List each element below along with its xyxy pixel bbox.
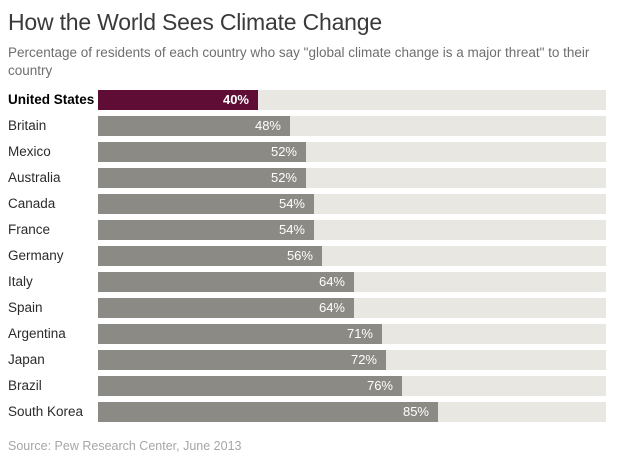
bar-track: 76% [98, 375, 606, 396]
country-label: Australia [8, 169, 61, 185]
chart-row: Mexico 52% [8, 141, 637, 162]
country-label: Britain [8, 117, 47, 133]
chart-row: France 54% [8, 219, 637, 240]
chart-row: Canada 54% [8, 193, 637, 214]
value-label: 71% [346, 325, 373, 341]
chart-row: United States 40% [8, 89, 637, 110]
source-note: Source: Pew Research Center, June 2013 [8, 438, 242, 453]
bar-track: 54% [98, 219, 606, 240]
value-label: 54% [278, 221, 305, 237]
chart-row: Japan 72% [8, 349, 637, 370]
bar: 54% [98, 219, 314, 240]
bar: 48% [98, 115, 290, 136]
bar-track: 72% [98, 349, 606, 370]
bar-track: 40% [98, 89, 606, 110]
value-label: 64% [318, 299, 345, 315]
bar-track: 85% [98, 401, 606, 422]
chart-row: Argentina 71% [8, 323, 637, 344]
bar: 56% [98, 245, 322, 266]
bar: 64% [98, 271, 354, 292]
country-label: South Korea [8, 403, 84, 419]
bar: 40% [98, 89, 258, 110]
bar: 52% [98, 167, 306, 188]
chart-row: Germany 56% [8, 245, 637, 266]
bar-chart-rows: United States 40% Britain 48% Mexico 52% Austr… [8, 89, 637, 422]
chart-row: Britain 48% [8, 115, 637, 136]
bar: 71% [98, 323, 382, 344]
bar: 72% [98, 349, 386, 370]
bar: 85% [98, 401, 438, 422]
bar: 64% [98, 297, 354, 318]
value-label: 85% [402, 403, 429, 419]
country-label: France [8, 221, 51, 237]
value-label: 56% [286, 247, 313, 263]
value-label: 64% [318, 273, 345, 289]
country-label: Brazil [8, 377, 42, 393]
value-label: 52% [270, 169, 297, 185]
value-label: 72% [350, 351, 377, 367]
bar-track: 52% [98, 141, 606, 162]
country-label: Japan [8, 351, 45, 367]
bar-track: 56% [98, 245, 606, 266]
country-label: Argentina [8, 325, 66, 341]
country-label: Spain [8, 299, 43, 315]
chart-row: Italy 64% [8, 271, 637, 292]
chart-row: Spain 64% [8, 297, 637, 318]
bar-track: 64% [98, 271, 606, 292]
country-label: United States [8, 91, 95, 107]
bar: 76% [98, 375, 402, 396]
bar-track: 52% [98, 167, 606, 188]
chart-row: South Korea 85% [8, 401, 637, 422]
country-label: Mexico [8, 143, 51, 159]
bar-track: 71% [98, 323, 606, 344]
country-label: Germany [8, 247, 64, 263]
country-label: Canada [8, 195, 56, 211]
chart-title: How the World Sees Climate Change [8, 9, 382, 35]
chart-row: Brazil 76% [8, 375, 637, 396]
value-label: 52% [270, 143, 297, 159]
bar-track: 54% [98, 193, 606, 214]
bar: 54% [98, 193, 314, 214]
value-label: 48% [254, 117, 281, 133]
value-label: 54% [278, 195, 305, 211]
bar-track: 48% [98, 115, 606, 136]
bar-track: 64% [98, 297, 606, 318]
chart-row: Australia 52% [8, 167, 637, 188]
country-label: Italy [8, 273, 33, 289]
value-label: 76% [366, 377, 393, 393]
value-label: 40% [222, 91, 249, 107]
bar: 52% [98, 141, 306, 162]
chart-subtitle: Percentage of residents of each country … [8, 44, 590, 79]
